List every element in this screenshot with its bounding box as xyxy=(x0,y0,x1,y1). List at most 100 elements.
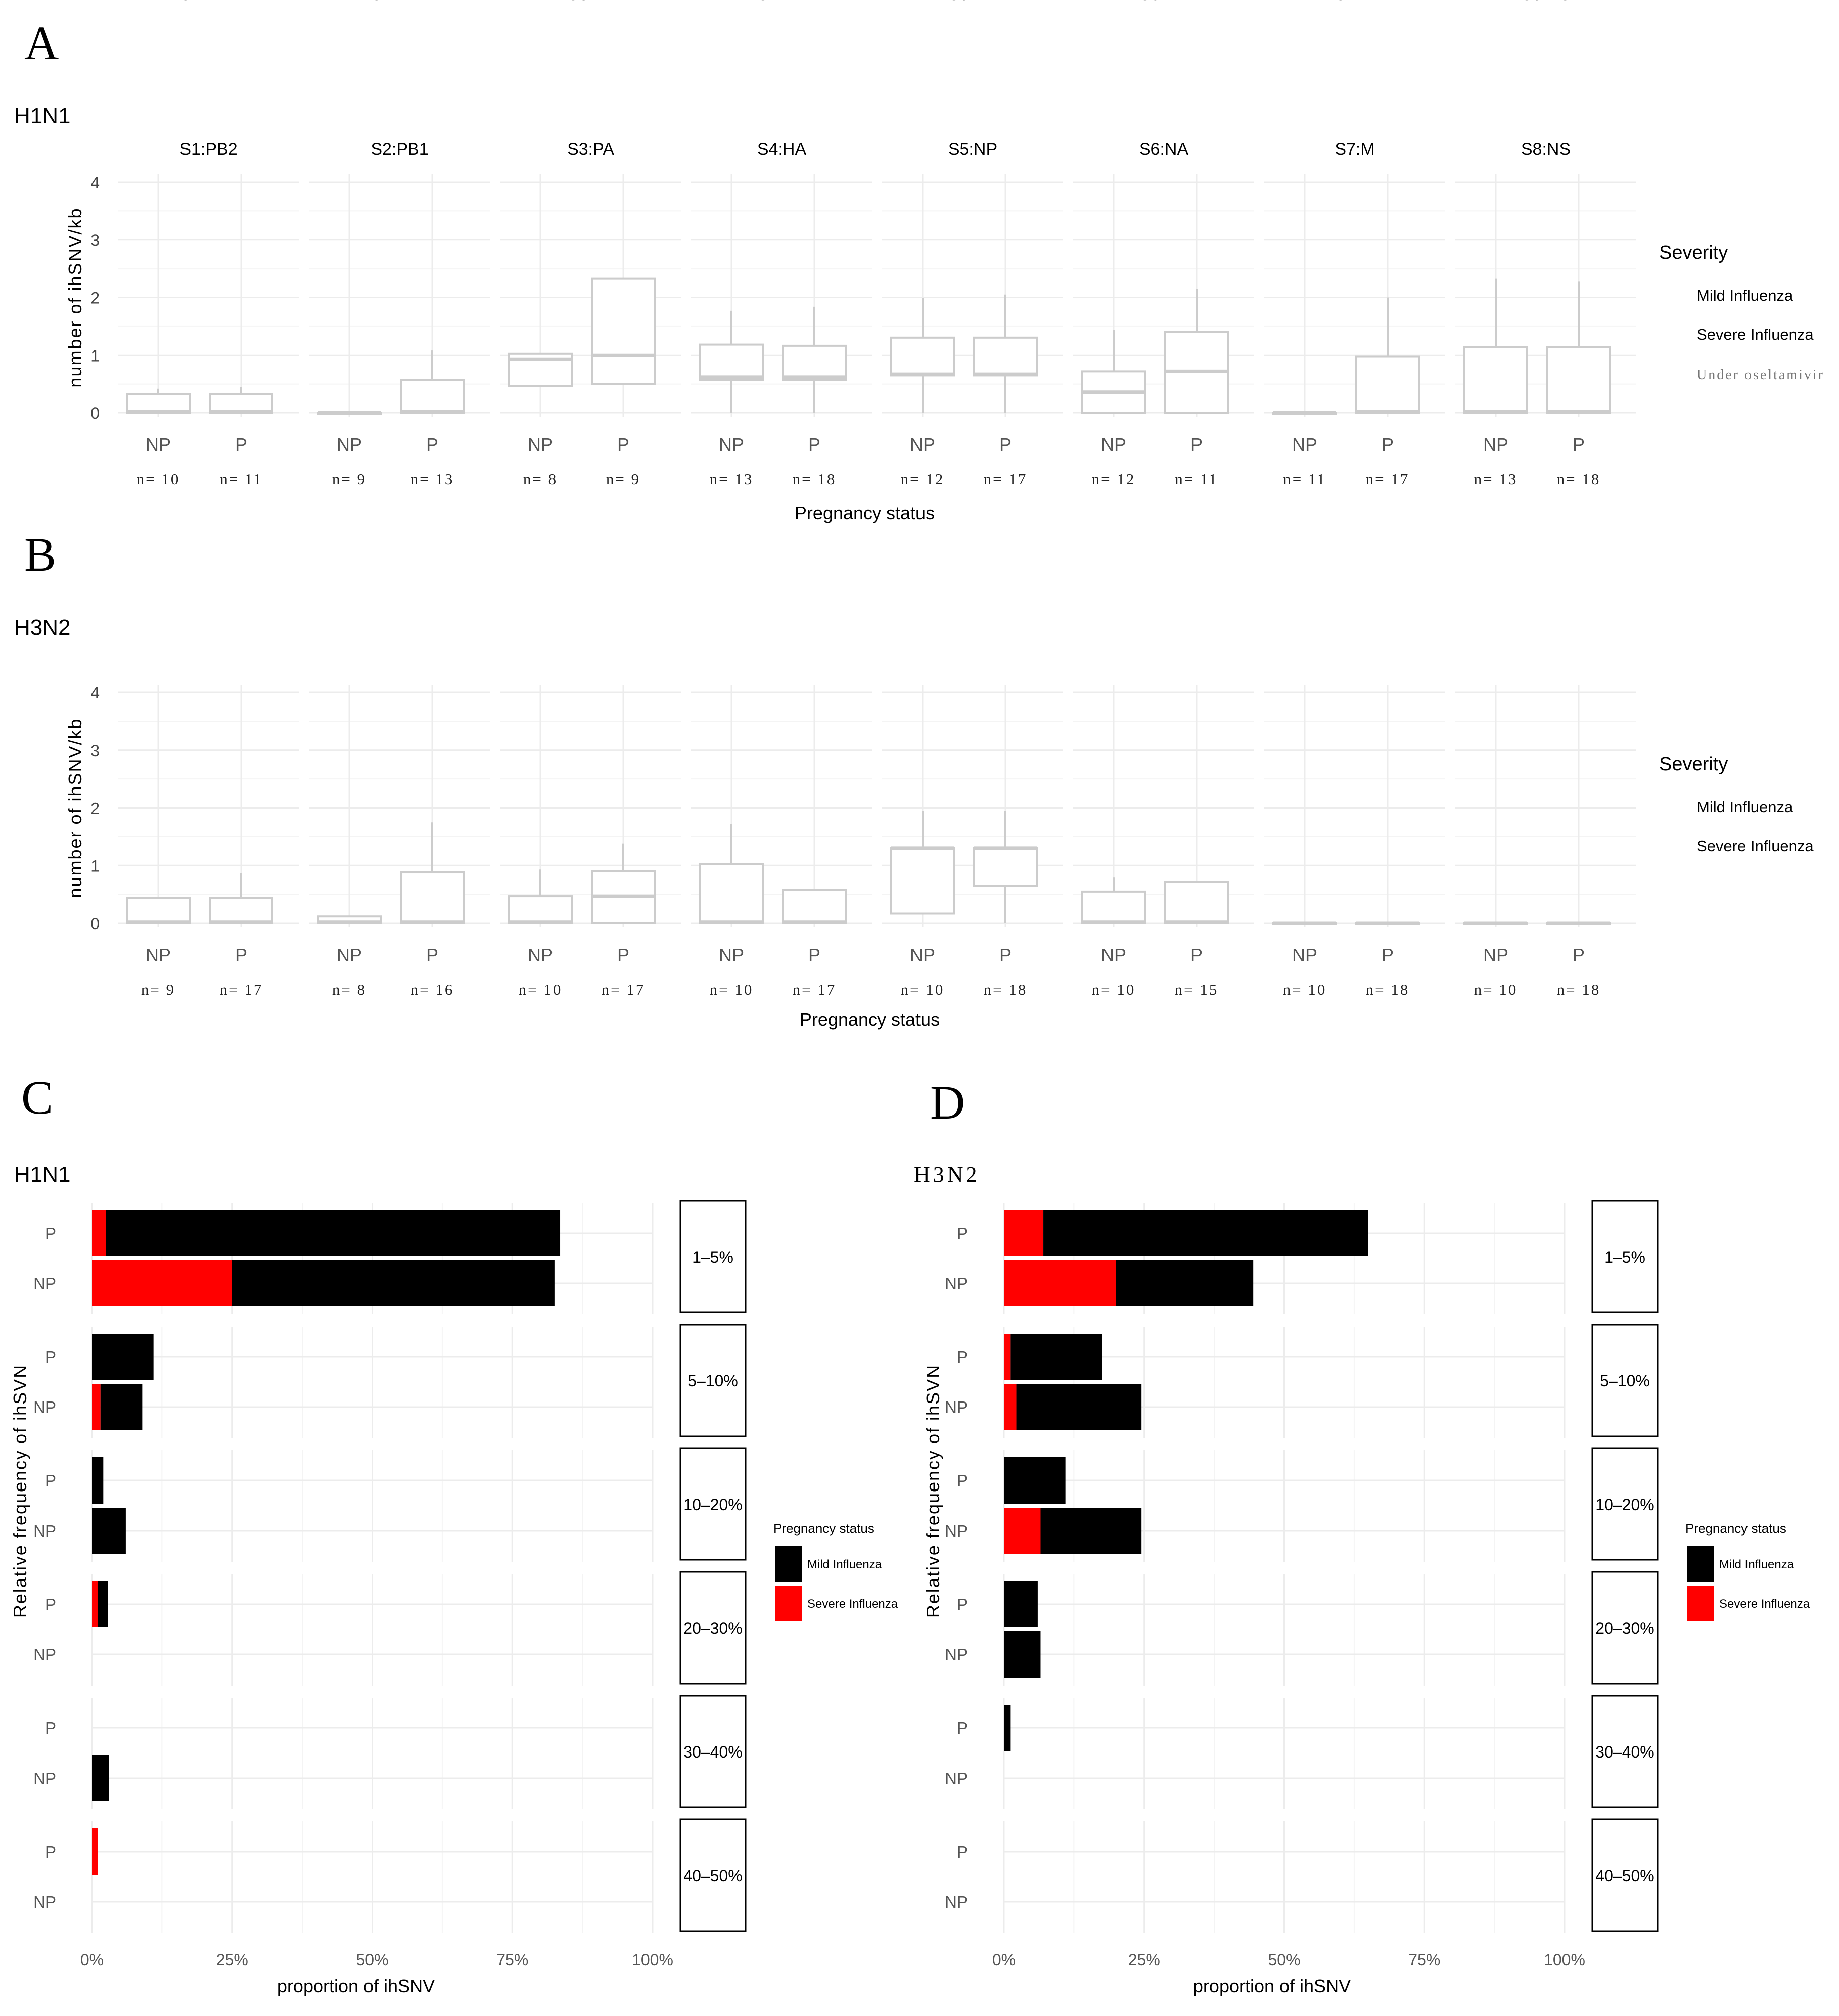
bar-severe-influenza xyxy=(92,1260,232,1306)
y-axis-title: Relative frequency of ihSVN xyxy=(10,1364,30,1618)
x-category-label: P xyxy=(1573,434,1585,455)
bar-severe-influenza xyxy=(1004,1508,1041,1554)
facet-4: P NP 20–30% xyxy=(33,1571,747,1686)
x-category-label: P xyxy=(1573,945,1585,966)
x-tick-label: 0% xyxy=(992,1951,1016,1969)
y-category-label: NP xyxy=(33,1522,56,1540)
y-tick-label: 3 xyxy=(90,742,100,760)
y-category-label: P xyxy=(45,1595,56,1614)
x-category-label: P xyxy=(426,945,438,966)
box-iqr xyxy=(890,847,955,915)
sample-size-label: n= 10 xyxy=(1474,981,1518,998)
x-category-label: NP xyxy=(1483,434,1508,455)
y-category-label: NP xyxy=(945,1522,968,1540)
x-category-label: P xyxy=(808,434,820,455)
bar-mild-influenza xyxy=(1116,1260,1254,1306)
legend-item-label: Severe Influenza xyxy=(1697,326,1814,343)
sample-size-label: n= 16 xyxy=(411,981,454,998)
facet-s1-pb2: S1:PB2 NP n= 9 Pn= 17 xyxy=(118,0,299,998)
y-category-label: P xyxy=(45,1224,56,1243)
facet-strip-box xyxy=(1591,1695,1659,1808)
x-category-label: P xyxy=(1382,945,1394,966)
facet-strip-box xyxy=(1591,1200,1659,1313)
sample-size-label: n= 18 xyxy=(1366,981,1410,998)
sample-size-label: n= 9 xyxy=(141,981,175,998)
y-tick-label: 1 xyxy=(90,346,100,365)
bar-mild-influenza xyxy=(1004,1631,1041,1678)
y-tick-label: 0 xyxy=(90,404,100,422)
facet-strip-label: S1:PB2 xyxy=(179,140,237,159)
y-category-label: P xyxy=(45,1471,56,1490)
legend-key-severe xyxy=(775,1586,802,1621)
facet-strip-label: S6:NA xyxy=(1139,0,1189,4)
facet-s3-pa: S3:PA NP n= 8 Pn= 9 xyxy=(500,140,681,488)
sample-size-label: n= 17 xyxy=(1366,470,1410,488)
facet-s2-pb1: S2:PB1 NP n= 9 Pn= 13 xyxy=(309,140,490,488)
y-axis-title: number of ihSNV/kb xyxy=(65,207,85,387)
facet-strip-box xyxy=(679,1324,747,1437)
sample-size-label: n= 12 xyxy=(901,470,945,488)
facet-strip-label: S8:NS xyxy=(1521,0,1571,4)
bar-mild-influenza xyxy=(1016,1384,1142,1430)
panel-label-d: D xyxy=(930,1076,965,1129)
facet-s5-np: S5:NP NP n= 12 Pn= 17 xyxy=(882,140,1063,488)
sample-size-label: n= 8 xyxy=(332,981,366,998)
x-tick-label: 100% xyxy=(632,1951,673,1969)
facet-strip-box xyxy=(679,1818,747,1932)
bar-severe-influenza xyxy=(1004,1334,1011,1380)
facet-strip-label: 30–40% xyxy=(1595,1743,1654,1761)
x-category-label: NP xyxy=(910,945,935,966)
legend-item-label: Severe Influenza xyxy=(1719,1597,1810,1611)
x-axis-title: Pregnancy status xyxy=(795,503,935,523)
bar-severe-influenza xyxy=(92,1210,106,1256)
sample-size-label: n= 10 xyxy=(710,981,754,998)
x-category-label: P xyxy=(808,945,820,966)
y-category-label: P xyxy=(957,1471,968,1490)
y-axis-title: number of ihSNV/kb xyxy=(65,718,85,898)
box-iqr xyxy=(508,895,573,925)
sample-size-label: n= 11 xyxy=(220,470,263,488)
legend-item-label: Mild Influenza xyxy=(807,1558,882,1571)
legend-item-label: Mild Influenza xyxy=(1719,1558,1794,1571)
sample-size-label: n= 18 xyxy=(1557,470,1601,488)
facet-strip-label: 1–5% xyxy=(692,1248,733,1266)
box-iqr xyxy=(973,336,1038,377)
bar-severe-influenza xyxy=(1004,1260,1116,1306)
box-iqr xyxy=(973,847,1038,887)
box-iqr xyxy=(400,379,465,414)
facet-strip-label: 40–50% xyxy=(683,1867,742,1885)
x-category-label: P xyxy=(617,434,629,455)
x-category-label: NP xyxy=(1292,945,1317,966)
y-tick-label: 2 xyxy=(90,800,100,818)
facet-s6-na: S6:NA NP n= 10 Pn= 15 xyxy=(1073,0,1254,998)
y-category-label: NP xyxy=(945,1769,968,1788)
y-category-label: NP xyxy=(33,1893,56,1911)
box-iqr xyxy=(209,897,273,925)
facet-strip-label: 5–10% xyxy=(1600,1372,1650,1390)
x-category-label: NP xyxy=(337,945,362,966)
x-category-label: NP xyxy=(910,434,935,455)
facet-strip-label: 20–30% xyxy=(683,1619,742,1637)
y-category-label: P xyxy=(45,1719,56,1737)
y-category-label: P xyxy=(957,1843,968,1861)
x-category-label: P xyxy=(235,434,247,455)
y-tick-label: 2 xyxy=(90,289,100,307)
x-tick-label: 25% xyxy=(1128,1951,1160,1969)
facet-6: P NP 40–50% xyxy=(945,1818,1659,1933)
y-category-label: P xyxy=(45,1843,56,1861)
bar-severe-influenza xyxy=(92,1581,98,1627)
x-category-label: NP xyxy=(146,945,171,966)
sample-size-label: n= 10 xyxy=(1092,981,1136,998)
facet-s6-na: S6:NA NP n= 12 Pn= 11 xyxy=(1073,140,1254,488)
y-category-label: NP xyxy=(33,1398,56,1417)
y-category-label: P xyxy=(957,1719,968,1737)
y-category-label: P xyxy=(957,1348,968,1366)
facet-strip-label: S2:PB1 xyxy=(371,140,428,159)
sample-size-label: n= 13 xyxy=(1474,470,1518,488)
facet-3: P NP 10–20% xyxy=(33,1447,747,1562)
bar-mild-influenza xyxy=(106,1210,561,1256)
x-category-label: NP xyxy=(528,945,553,966)
facet-s3-pa: S3:PA NP n= 10 Pn= 17 xyxy=(500,0,681,998)
facet-strip-box xyxy=(679,1200,747,1313)
bar-mild-influenza xyxy=(1010,1334,1102,1380)
